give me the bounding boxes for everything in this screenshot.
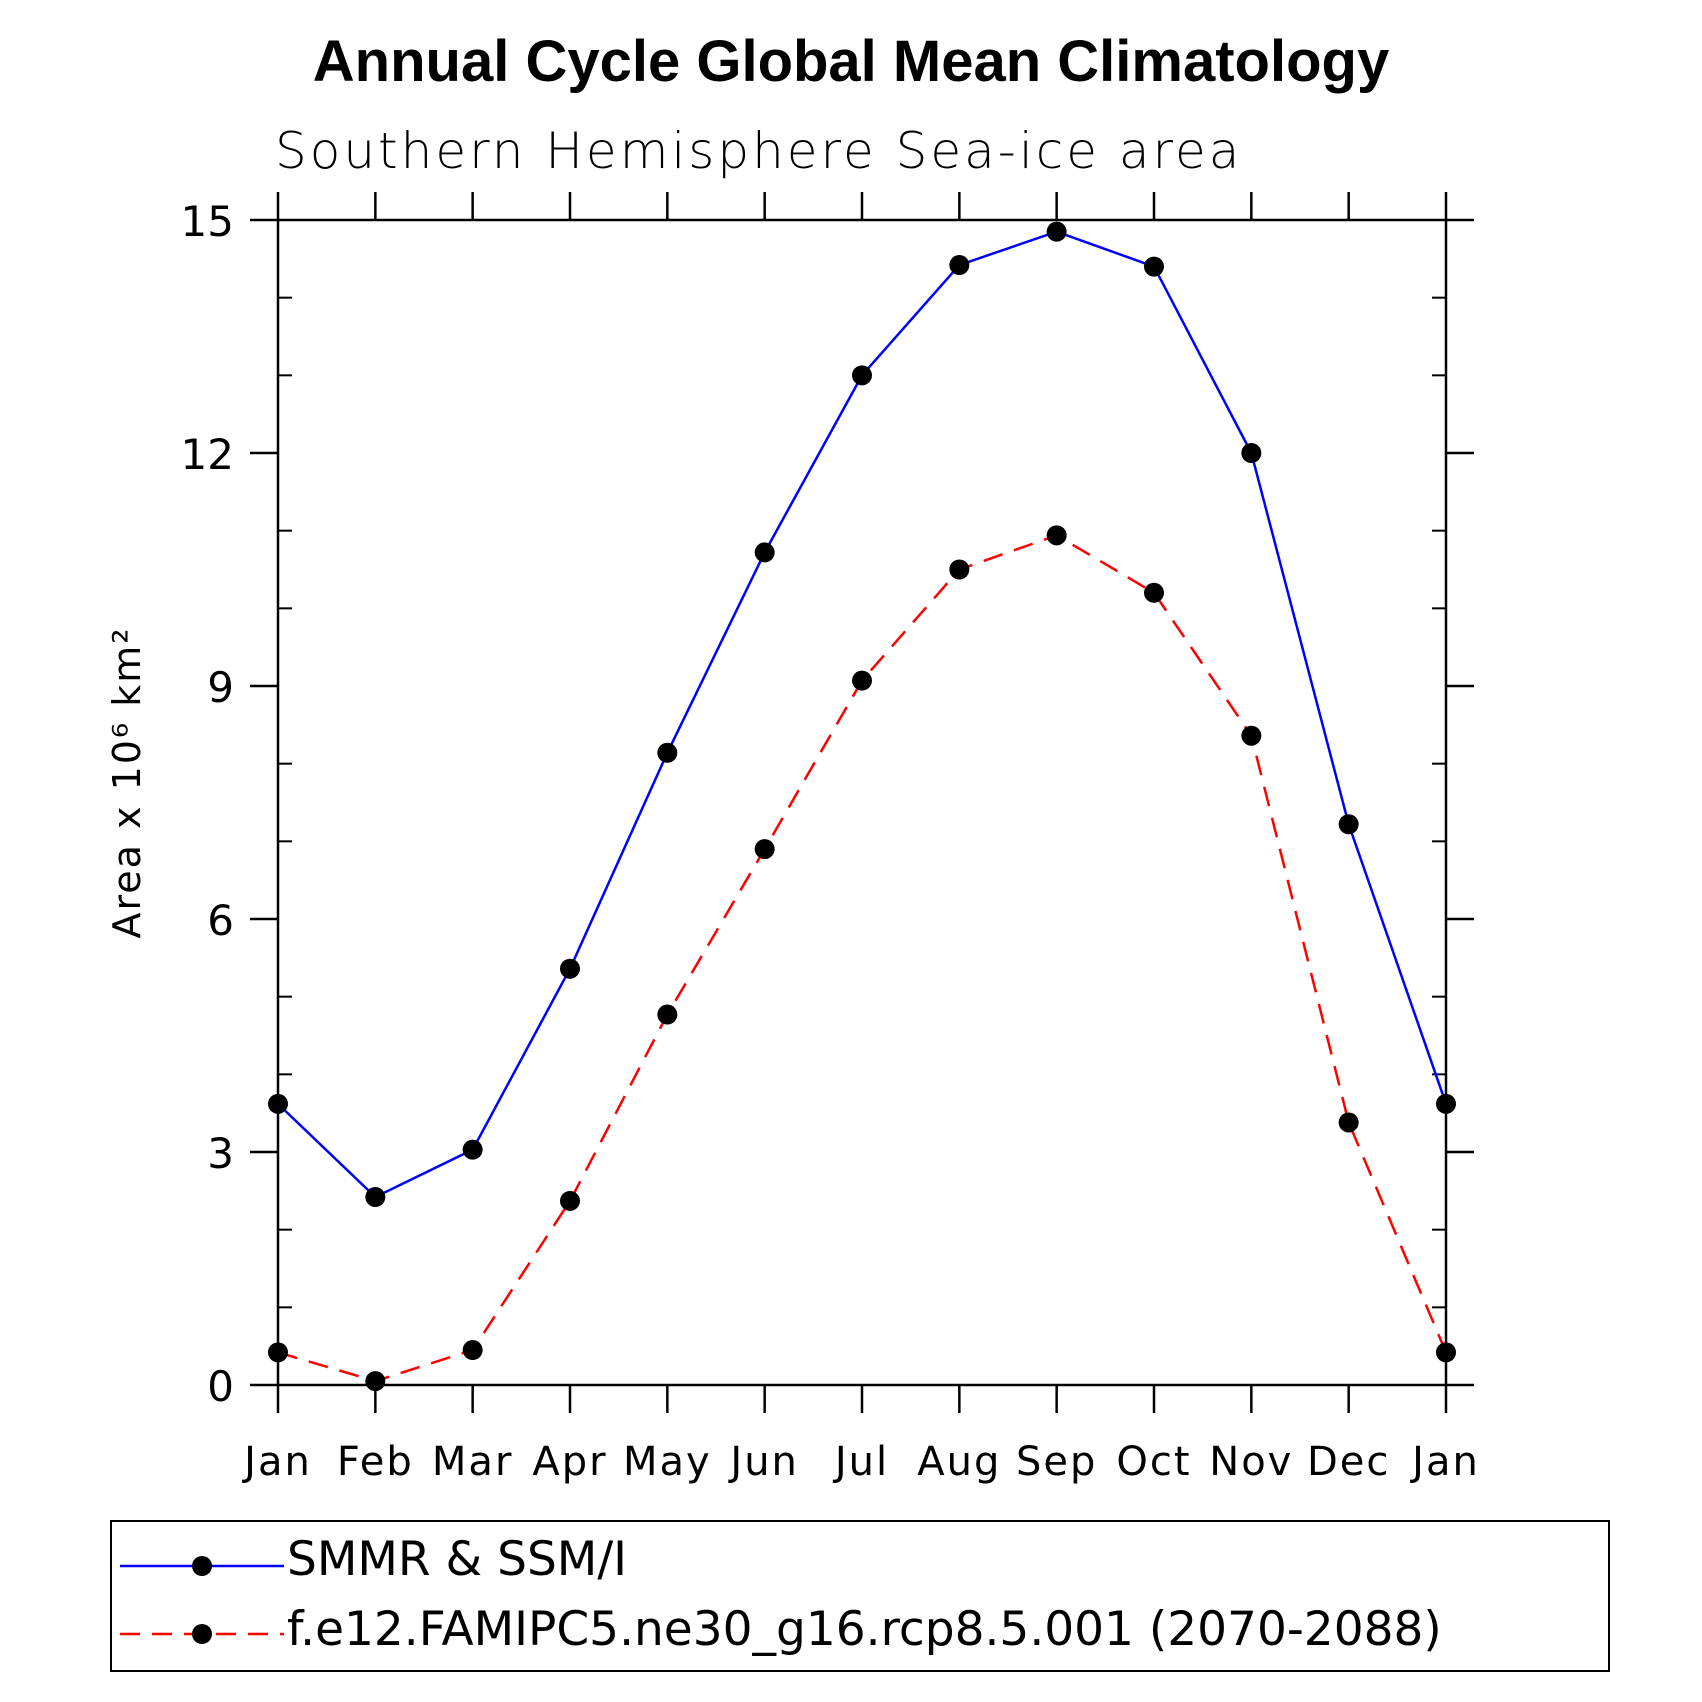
- series-1-point: [1436, 1093, 1456, 1114]
- series-2-point: [754, 839, 775, 860]
- legend-entry-2: f.e12.FAMIPC5.ne30_g16.rcp8.5.001 (2070-…: [112, 1598, 1608, 1668]
- x-tick-label: Sep: [1016, 1439, 1097, 1485]
- chart-title: Annual Cycle Global Mean Climatology: [312, 29, 1390, 94]
- series-1-point: [462, 1139, 483, 1160]
- series-1-point: [949, 255, 970, 276]
- legend-label-2: f.e12.FAMIPC5.ne30_g16.rcp8.5.001 (2070-…: [287, 1602, 1442, 1657]
- series-2-point: [852, 670, 872, 691]
- y-tick-label: 15: [181, 197, 234, 246]
- series-2-point: [657, 1004, 678, 1025]
- series-2-point: [1338, 1112, 1359, 1133]
- y-tick-label: 9: [207, 663, 234, 712]
- y-axis-label: Area x 10⁶ km²: [105, 626, 149, 938]
- chart-legend: SMMR & SSM/I f.e12.FAMIPC5.ne30_g16.rcp8…: [110, 1520, 1610, 1672]
- legend-marker-1: [192, 1556, 212, 1576]
- x-tick-label: Feb: [337, 1439, 414, 1485]
- x-tick-label: Apr: [532, 1439, 607, 1485]
- series-2-point: [1436, 1342, 1456, 1363]
- series-1-point: [1338, 814, 1359, 835]
- series-1-point: [560, 958, 580, 979]
- x-tick-label: Aug: [917, 1439, 1001, 1485]
- series-1-point: [1046, 221, 1067, 242]
- legend-label-1: SMMR & SSM/I: [287, 1532, 628, 1587]
- series-2-point: [949, 559, 970, 580]
- series-line-2: [277, 533, 1448, 1383]
- x-tick-label: Jan: [241, 1439, 312, 1485]
- series-2-point: [1144, 582, 1164, 603]
- series-2-point: [1046, 525, 1067, 546]
- series-1-point: [1144, 256, 1164, 277]
- series-1-point: [268, 1093, 288, 1114]
- series-2-point: [462, 1340, 483, 1361]
- x-tick-label: Jun: [727, 1439, 799, 1485]
- series-1-point: [1241, 443, 1262, 463]
- y-tick-label: 12: [181, 430, 234, 479]
- x-tick-label: Oct: [1116, 1439, 1191, 1485]
- legend-marker-2: [192, 1624, 212, 1644]
- x-tick-label: Jul: [832, 1439, 889, 1485]
- plot-frame: [276, 218, 1448, 1387]
- x-tick-label: May: [623, 1439, 712, 1485]
- x-tick-label: Mar: [432, 1439, 513, 1485]
- series-1-point: [852, 365, 872, 386]
- series-2-point: [560, 1190, 580, 1211]
- series-2-point: [1241, 725, 1262, 746]
- series-1-point: [365, 1187, 386, 1208]
- y-tick-label: 0: [207, 1362, 234, 1411]
- x-tick-label: Jan: [1409, 1439, 1480, 1485]
- y-tick-label: 6: [207, 896, 234, 945]
- legend-entry-1: SMMR & SSM/I: [112, 1528, 1608, 1598]
- series-1-point: [754, 542, 775, 563]
- chart-subtitle: Southern Hemisphere Sea-ice area: [275, 122, 1243, 180]
- line-chart: Jan Feb Mar Apr May Jun Jul Aug Sep Oct Nov Dec Jan0…: [105, 192, 1480, 1485]
- x-tick-label: Dec: [1307, 1439, 1390, 1485]
- y-tick-label: 3: [207, 1129, 234, 1178]
- series-2-point: [268, 1342, 288, 1363]
- series-2-point: [365, 1371, 386, 1392]
- x-tick-label: Nov: [1209, 1439, 1293, 1485]
- series-1-point: [657, 742, 678, 763]
